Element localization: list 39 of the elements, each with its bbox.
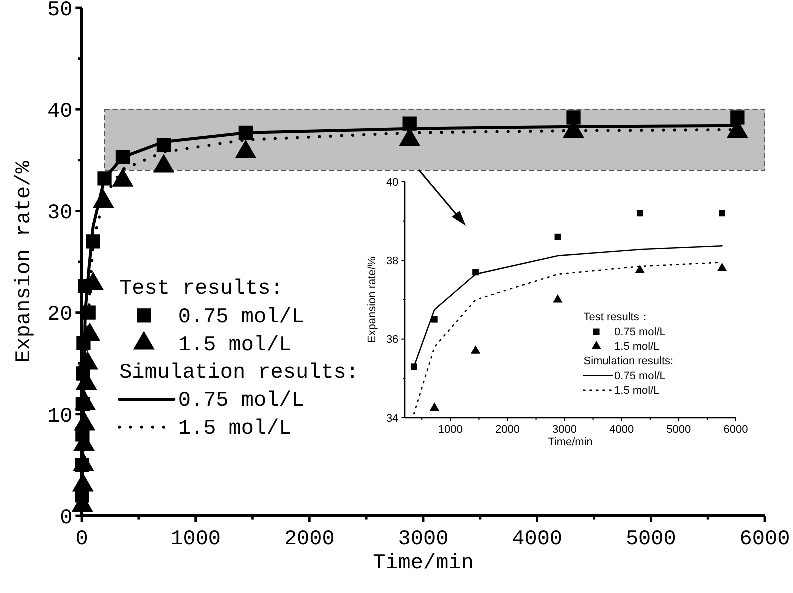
y-tick-label: 30 [47, 202, 73, 226]
legend-label: 1.5 mol/L [614, 384, 660, 397]
x-tick-label: 3000 [398, 528, 449, 552]
legend-label: 1.5 mol/L [178, 334, 292, 358]
x-tick-label: 0 [76, 528, 88, 552]
annotation: Simulation results: [584, 355, 674, 368]
annotation: Simulation results: [120, 362, 360, 385]
x-tick-label: 6000 [724, 424, 748, 436]
legend-title: Test results： [584, 312, 650, 324]
x-tick-label: 1000 [438, 424, 463, 436]
x-tick-label: 4000 [512, 528, 563, 552]
y-tick-label: 20 [47, 304, 73, 328]
legend-title: Test results: [120, 278, 284, 302]
x-tick-label: 6000 [740, 528, 790, 552]
y-tick-label: 50 [47, 0, 73, 22]
x-tick-label: 5000 [626, 528, 676, 552]
legend-label: 0.75 mol/L [614, 370, 666, 382]
x-tick-label: 3000 [552, 424, 578, 436]
x-axis-title: Time/min [373, 552, 474, 576]
legend-label: 0.75 mol/L [178, 390, 304, 414]
x-tick-label: 4000 [610, 424, 634, 436]
y-tick-label: 40 [386, 176, 399, 189]
x-axis-title: Time/min [548, 436, 593, 448]
y-tick-label: 10 [47, 406, 73, 429]
x-tick-label: 1000 [170, 528, 222, 552]
x-tick-label: 5000 [666, 424, 692, 436]
y-tick-label: 36 [386, 334, 399, 346]
y-axis-title: Expansion rate/% [14, 160, 36, 363]
y-tick-label: 34 [386, 412, 399, 425]
legend-label: 0.75 mol/L [614, 326, 666, 338]
legend-label: 1.5 mol/L [178, 418, 292, 442]
legend-label: 0.75 mol/L [178, 306, 304, 330]
y-tick-label: 38 [386, 256, 399, 268]
y-tick-label: 0 [60, 507, 73, 530]
legend-label: 1.5 mol/L [614, 341, 660, 354]
x-tick-label: 2000 [495, 424, 520, 436]
y-axis-title: Expansion rate/% [366, 256, 378, 344]
x-tick-label: 2000 [284, 528, 335, 552]
y-tick-label: 40 [47, 100, 73, 124]
